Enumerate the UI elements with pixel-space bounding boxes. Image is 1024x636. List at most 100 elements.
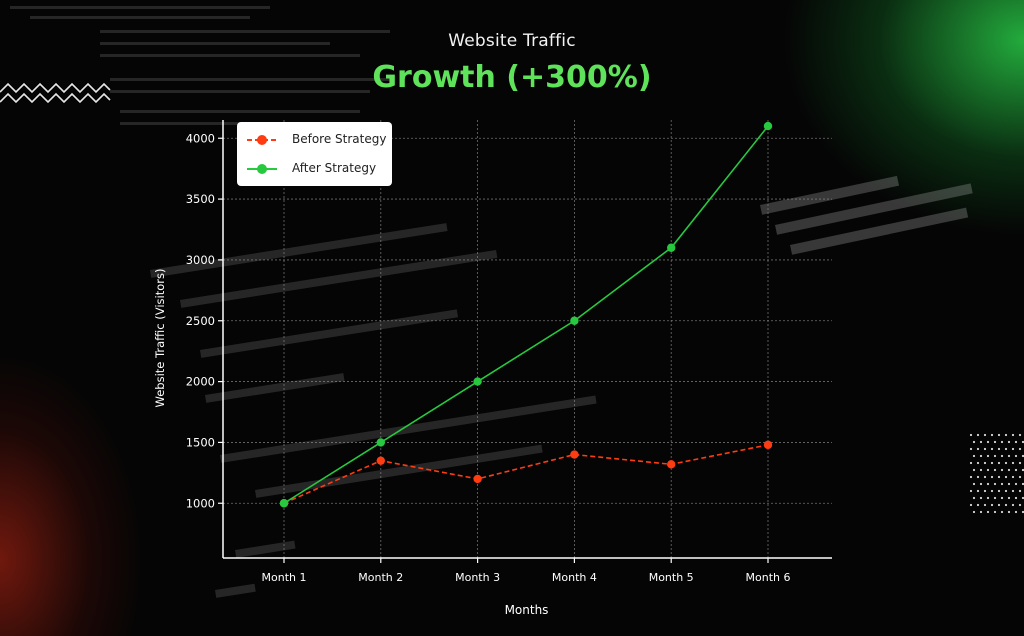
data-point-before-2 [376,456,385,465]
decoration-dot [1007,496,1011,500]
decoration-dot [986,510,990,514]
decoration-dot [1011,447,1015,451]
decoration-dot [969,503,973,507]
decoration-dot [1014,440,1018,444]
decoration-dot [983,461,987,465]
decoration-dot [990,489,994,493]
decoration-dot [997,503,1001,507]
decoration-dot [990,461,994,465]
decoration-dot [979,468,983,472]
legend-item-after: After Strategy [237,155,392,183]
legend-swatch-before [247,135,277,145]
decoration-dot [986,496,990,500]
decoration-dot [983,433,987,437]
decoration-dot [972,496,976,500]
decoration-dot [1018,489,1022,493]
decoration-dot [997,447,1001,451]
decoration-dot [990,503,994,507]
y-axis-label: Website Traffic (Visitors) [153,269,167,408]
decoration-dot [997,489,1001,493]
chart-title: Website Traffic [448,31,576,51]
decoration-dot [972,454,976,458]
decoration-dot [1014,468,1018,472]
decoration-dot [997,461,1001,465]
dot-pattern-decoration [969,433,1024,514]
decoration-dot [976,503,980,507]
decoration-dot [1021,510,1024,514]
data-point-before-6 [763,440,773,450]
decoration-dot [1011,489,1015,493]
data-point-after-3 [473,377,482,386]
decoration-dot [983,489,987,493]
data-point-before-3 [473,474,482,484]
y-tick-label-0: 1000 [186,496,215,510]
decoration-dot [986,468,990,472]
decoration-dot [1011,433,1015,437]
decoration-dot [1018,503,1022,507]
decoration-dot [1011,503,1015,507]
decoration-dot [1021,496,1024,500]
y-tick-label-6: 4000 [186,131,215,145]
decoration-dot [993,482,997,486]
y-tick-label-3: 2500 [186,314,215,328]
decoration-dot [1000,454,1004,458]
decoration-dot [969,433,973,437]
decoration-dot [1021,468,1024,472]
data-point-after-1 [279,499,289,508]
y-tick-label-5: 3500 [186,192,215,206]
decoration-dot [990,475,994,479]
decoration-dot [979,454,983,458]
x-tick-label-5: Month 6 [746,571,791,584]
decoration-dot [983,503,987,507]
decoration-dot [1004,489,1008,493]
decoration-dot [976,475,980,479]
decoration-dot [1000,440,1004,444]
decoration-dot [979,440,983,444]
decoration-dot [972,468,976,472]
x-tick-label-2: Month 3 [455,571,500,584]
decoration-dot [1004,447,1008,451]
decoration-dot [1018,475,1022,479]
decoration-dot [990,447,994,451]
decoration-dot [1004,475,1008,479]
x-tick-label-4: Month 5 [649,571,694,584]
legend-label-before: Before Strategy [292,132,387,146]
decoration-dot [969,489,973,493]
decoration-dot [976,433,980,437]
decoration-dot [986,454,990,458]
decoration-dot [969,475,973,479]
decoration-dot [1014,510,1018,514]
legend-label-after: After Strategy [292,161,377,175]
decoration-dot [1004,461,1008,465]
decoration-dot [979,496,983,500]
decoration-dot [979,510,983,514]
decoration-dot [976,461,980,465]
decoration-dot [972,482,976,486]
series-line-before [283,444,769,504]
decoration-dot [1007,454,1011,458]
decoration-dot [1000,468,1004,472]
decoration-dot [1011,475,1015,479]
decoration-dot [983,475,987,479]
decoration-dot [1007,510,1011,514]
decoration-dot [976,489,980,493]
x-axis-label: Months [505,603,549,617]
y-tick-label-1: 1500 [186,435,215,449]
decoration-dot [1007,468,1011,472]
data-point-before-5 [667,460,676,469]
decoration-dot [1000,482,1004,486]
data-point-after-2 [376,438,385,447]
decoration-dot [986,440,990,444]
decoration-dot [1004,433,1008,437]
decoration-dot [1018,461,1022,465]
chart-subtitle: Growth (+300%) [372,60,652,95]
data-point-before-4 [570,450,579,459]
decoration-dot [1004,503,1008,507]
y-tick-label-2: 2000 [186,375,215,389]
y-tick-label-4: 3000 [186,253,215,267]
decoration-dot [993,440,997,444]
decoration-dot [1021,440,1024,444]
decoration-dot [972,510,976,514]
